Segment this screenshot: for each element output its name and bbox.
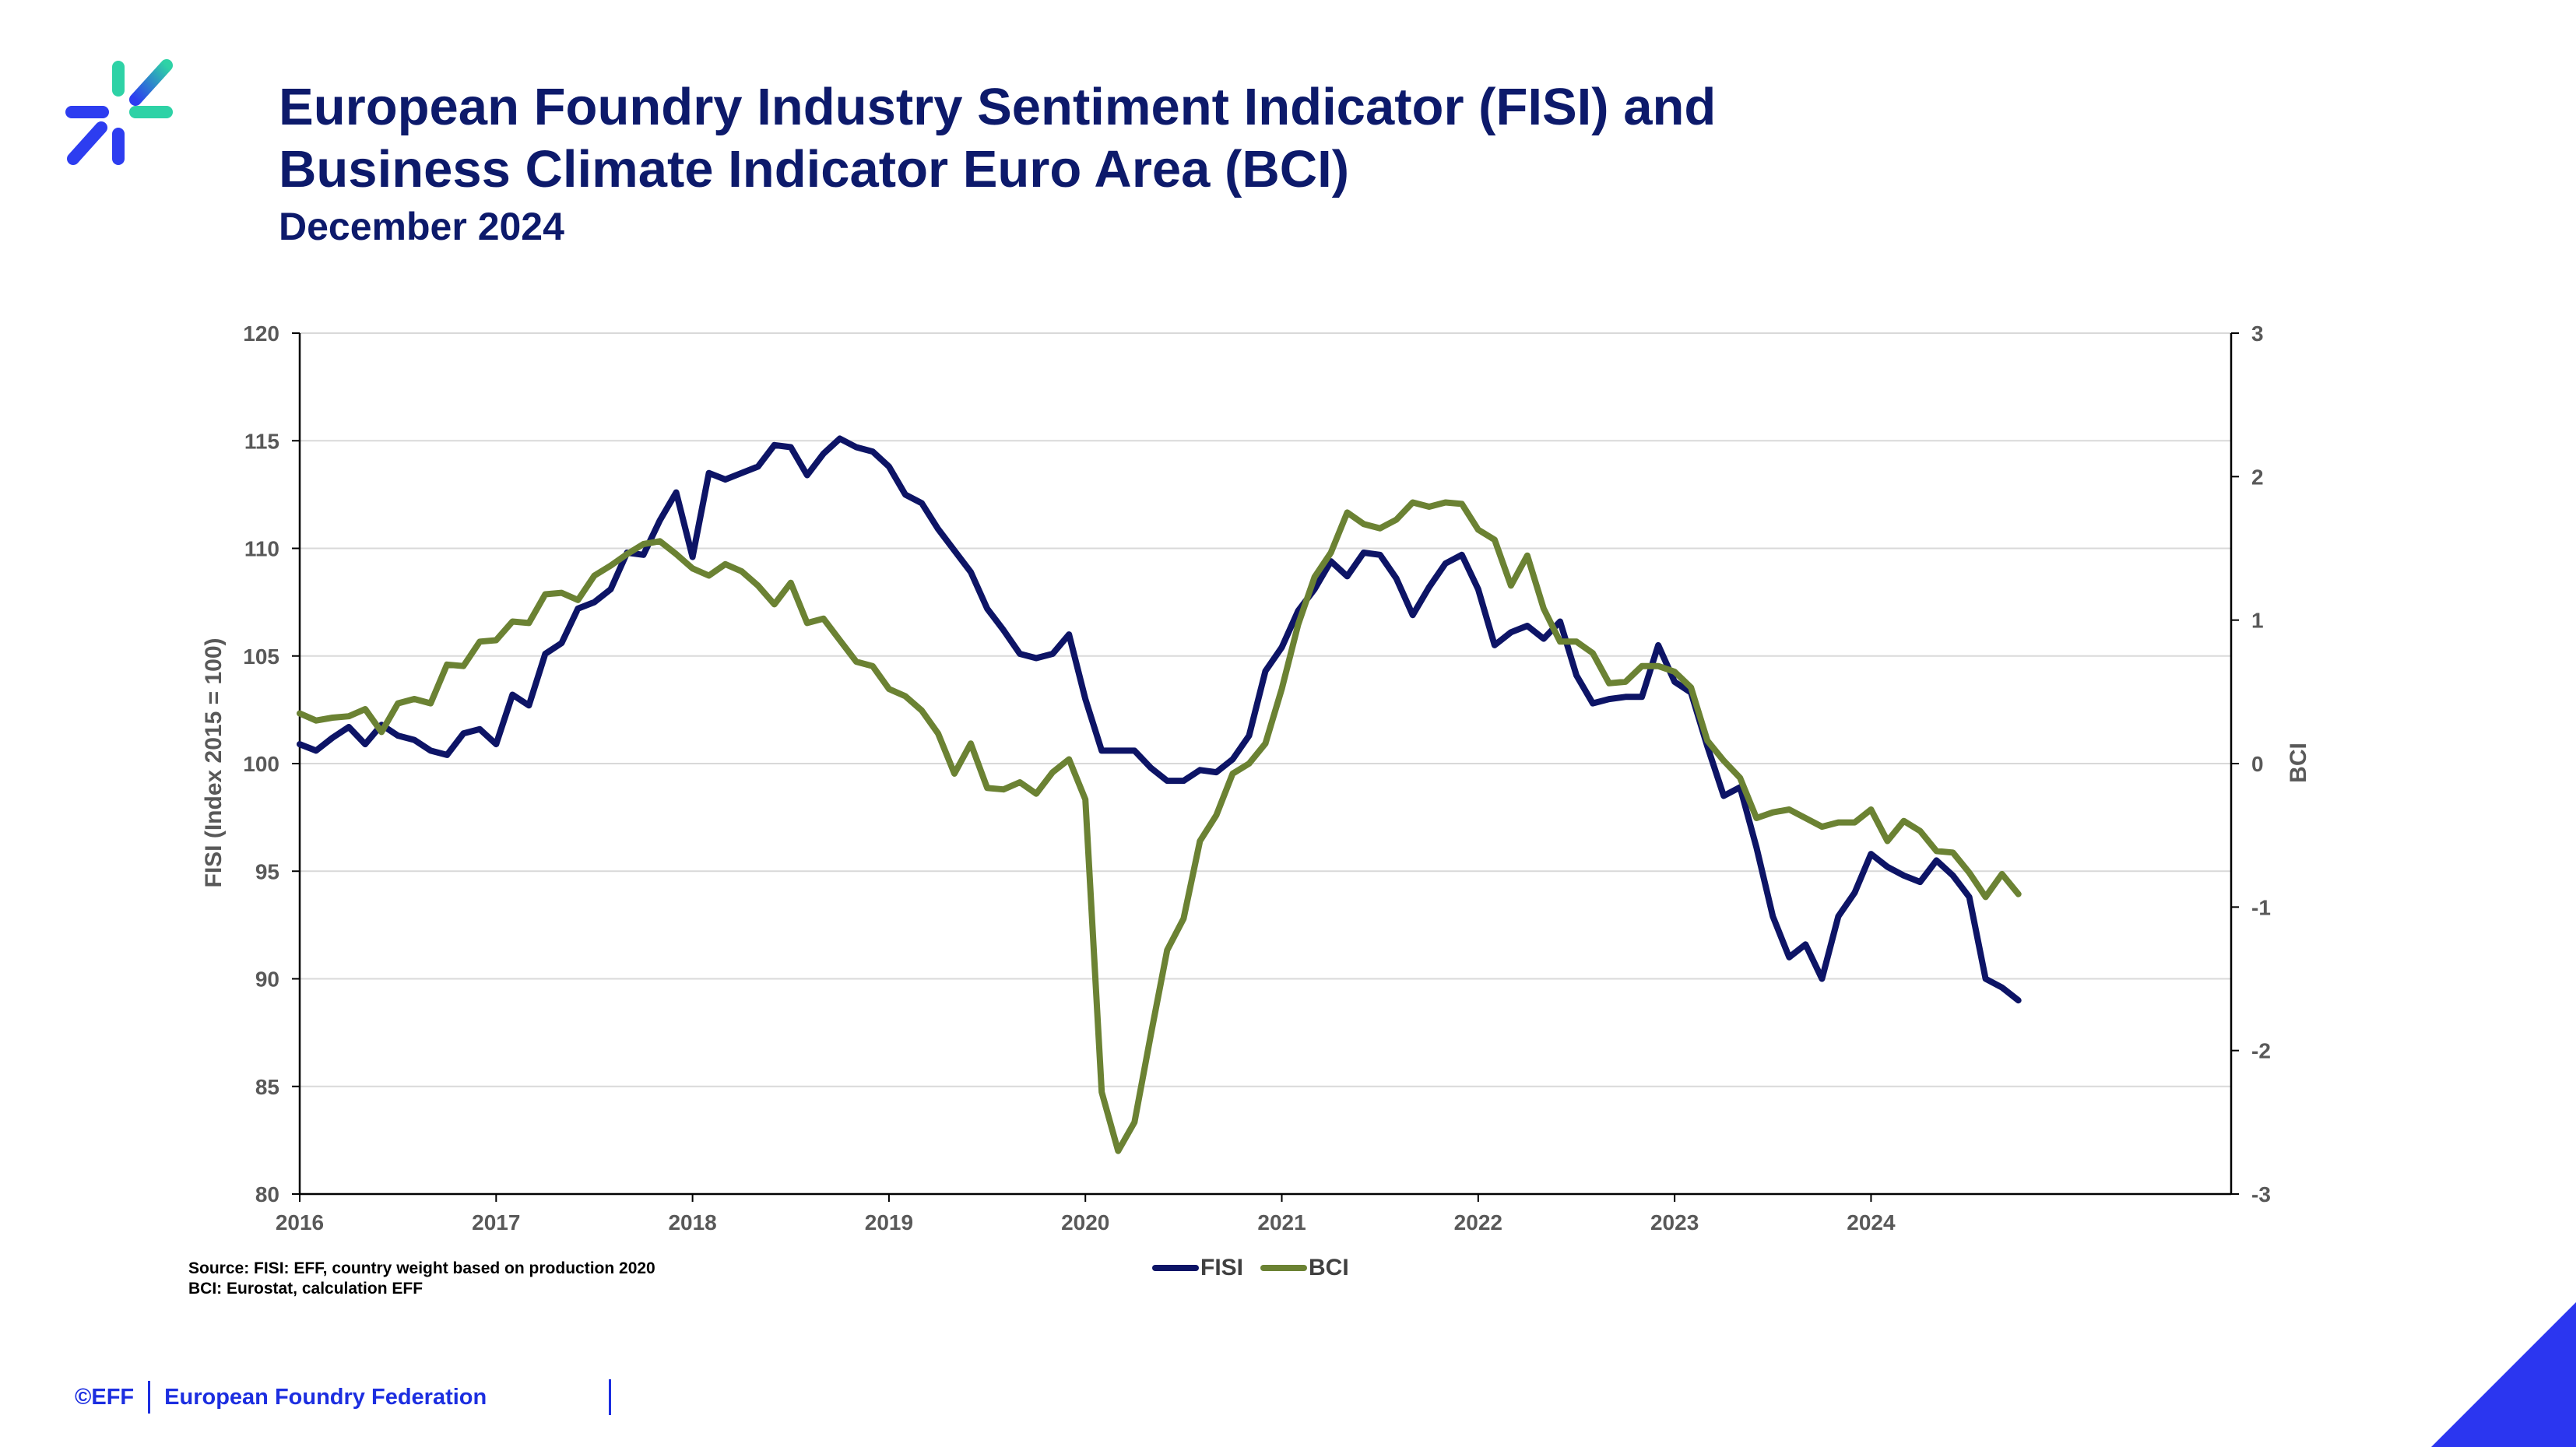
y-axis-left-ticks: 80 85 90 95 100 105 110 115 120	[243, 321, 300, 1206]
y-right-tick-label: 0	[2251, 752, 2264, 776]
x-tick-label: 2024	[1847, 1210, 1896, 1235]
chart-subtitle: December 2024	[279, 205, 564, 248]
x-tick-label: 2021	[1257, 1210, 1306, 1235]
series-lines	[297, 435, 2022, 1154]
y-right-tick-label: 2	[2251, 465, 2264, 489]
title-block: European Foundry Industry Sentiment Indi…	[279, 76, 1716, 251]
chart-title-line-2: Business Climate Indicator Euro Area (BC…	[279, 140, 1350, 198]
series-line-fisi	[297, 435, 2022, 1004]
y-right-tick-label: -1	[2251, 895, 2271, 919]
legend-item-bci: BCI	[1260, 1255, 1349, 1281]
y-axis-right-ticks: -3 -2 -1 0 1 2 3	[2231, 321, 2271, 1206]
footer-divider	[148, 1381, 151, 1414]
source-note: Source: FISI: EFF, country weight based …	[188, 1259, 655, 1299]
x-tick-label: 2018	[668, 1210, 716, 1235]
x-axis-ticks: 2016 2017 2018 2019 2020 2021 2022 2023 2024	[276, 1194, 1896, 1235]
eff-logo	[65, 59, 173, 165]
y-right-tick-label: 3	[2251, 321, 2264, 346]
x-tick-label: 2016	[276, 1210, 324, 1235]
series-line-bci	[297, 499, 2022, 1154]
footer-divider-right	[609, 1379, 611, 1415]
legend-swatch-bci	[1260, 1265, 1308, 1271]
chart-title-line-1: European Foundry Industry Sentiment Indi…	[279, 78, 1717, 136]
y-left-tick-label: 90	[255, 968, 279, 992]
legend-label-fisi: FISI	[1200, 1255, 1244, 1280]
y-axis-right-label: BCI	[2286, 743, 2311, 783]
legend-label-bci: BCI	[1309, 1255, 1349, 1280]
y-left-tick-label: 115	[244, 429, 279, 453]
y-right-tick-label: -2	[2251, 1039, 2271, 1063]
x-tick-label: 2019	[865, 1210, 913, 1235]
x-tick-label: 2023	[1650, 1210, 1699, 1235]
y-left-tick-label: 100	[243, 752, 279, 776]
y-left-tick-label: 110	[244, 537, 279, 561]
y-left-tick-label: 120	[243, 321, 279, 346]
y-left-tick-label: 105	[243, 644, 279, 669]
x-tick-label: 2020	[1061, 1210, 1109, 1235]
x-tick-label: 2022	[1454, 1210, 1502, 1235]
footer: ©EFF European Foundry Federation	[75, 1381, 487, 1414]
legend-swatch-fisi	[1152, 1265, 1199, 1271]
source-line-2: BCI: Eurostat, calculation EFF	[188, 1280, 423, 1298]
source-line-1: Source: FISI: EFF, country weight based …	[188, 1259, 655, 1277]
footer-org-name: European Foundry Federation	[164, 1384, 487, 1410]
y-right-tick-label: -3	[2251, 1182, 2271, 1206]
grid-lines	[300, 332, 2231, 1087]
y-left-tick-label: 95	[255, 859, 279, 883]
legend-item-fisi: FISI	[1152, 1255, 1243, 1281]
footer-copyright: ©EFF	[75, 1384, 135, 1410]
corner-triangle-decoration	[2431, 1302, 2576, 1447]
y-left-tick-label: 85	[255, 1075, 279, 1099]
y-left-tick-label: 80	[255, 1182, 279, 1206]
y-right-tick-label: 1	[2251, 609, 2264, 633]
x-tick-label: 2017	[472, 1210, 520, 1235]
chart-legend: FISI BCI	[1152, 1255, 1366, 1281]
y-axis-left-label: FISI (Index 2015 = 100)	[201, 638, 227, 888]
